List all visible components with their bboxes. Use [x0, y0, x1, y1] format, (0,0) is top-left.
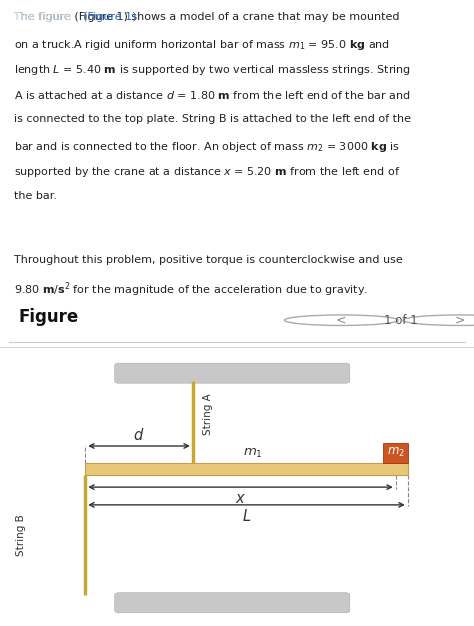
Text: 9.80 $\bf{m}$/$\bf{s}$$^2$ for the magnitude of the acceleration due to gravity.: 9.80 $\bf{m}$/$\bf{s}$$^2$ for the magni… [14, 280, 368, 299]
Text: Throughout this problem, positive torque is counterclockwise and use: Throughout this problem, positive torque… [14, 255, 403, 265]
Text: <: < [336, 314, 346, 327]
Text: the bar.: the bar. [14, 191, 57, 201]
Text: is connected to the top plate. String B is attached to the left end of the: is connected to the top plate. String B … [14, 114, 411, 124]
Text: bar and is connected to the floor. An object of mass $m_2$ = 3000 $\bf{kg}$ is: bar and is connected to the floor. An ob… [14, 140, 400, 154]
Text: on a truck.A rigid uniform horizontal bar of mass $m_1$ = 95.0 $\bf{kg}$ and: on a truck.A rigid uniform horizontal ba… [14, 38, 390, 51]
Text: length $L$ = 5.40 $\bf{m}$ is supported by two vertical massless strings. String: length $L$ = 5.40 $\bf{m}$ is supported … [14, 63, 411, 77]
Text: String B: String B [16, 515, 27, 556]
Text: Figure: Figure [19, 308, 79, 326]
Bar [85, 463, 408, 475]
FancyBboxPatch shape [115, 593, 350, 613]
Text: $L$: $L$ [242, 508, 251, 524]
Text: A is attached at a distance $d$ = 1.80 $\bf{m}$ from the left end of the bar and: A is attached at a distance $d$ = 1.80 $… [14, 89, 411, 101]
Text: The figure (Figure 1) shows a model of a crane that may be mounted: The figure (Figure 1) shows a model of a… [14, 12, 400, 22]
FancyBboxPatch shape [115, 363, 350, 383]
Text: $x$: $x$ [235, 491, 246, 506]
Text: >: > [455, 314, 465, 327]
Text: The figure: The figure [14, 12, 74, 22]
Text: $d$: $d$ [133, 426, 145, 443]
Text: $m_1$: $m_1$ [243, 447, 263, 460]
Bar [383, 443, 408, 463]
Text: String A: String A [203, 393, 213, 434]
Text: (Figure 1): (Figure 1) [83, 12, 137, 22]
Text: 1 of 1: 1 of 1 [383, 314, 418, 327]
Text: $m_2$: $m_2$ [387, 446, 405, 459]
Text: supported by the crane at a distance $x$ = 5.20 $\bf{m}$ from the left end of: supported by the crane at a distance $x$… [14, 165, 401, 179]
